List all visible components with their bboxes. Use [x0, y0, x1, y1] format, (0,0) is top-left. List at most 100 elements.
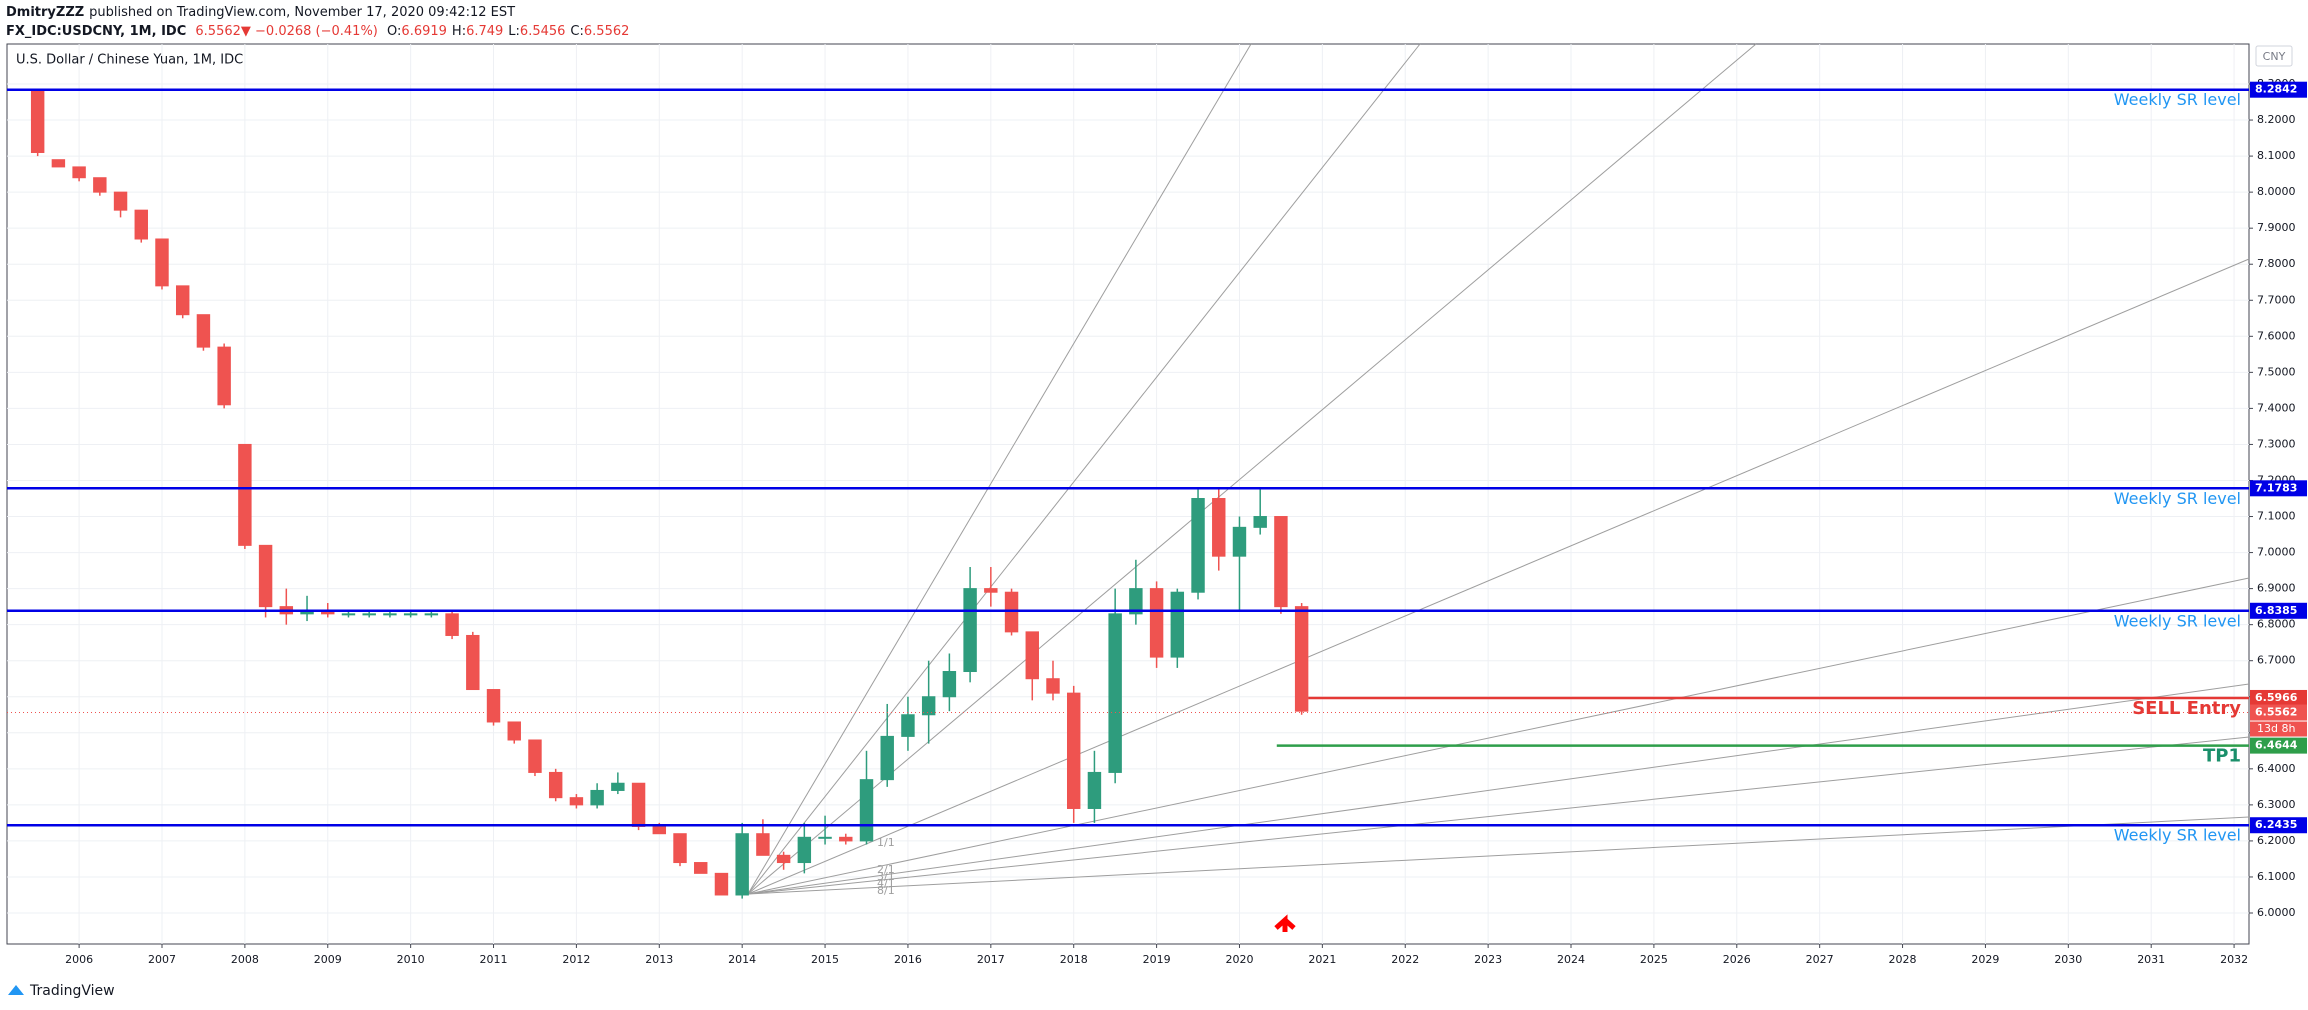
fan-label: 2/1	[877, 863, 895, 876]
brand: TradingView	[29, 983, 115, 999]
x-tick-label: 2009	[314, 953, 342, 966]
level-label: Weekly SR level	[2114, 826, 2241, 845]
publish-line: DmitryZZZ published on TradingView.com, N…	[6, 3, 629, 22]
x-tick-label: 2025	[1640, 953, 1668, 966]
x-tick-label: 2006	[65, 953, 93, 966]
candle-body	[839, 836, 853, 842]
grid	[7, 44, 2249, 944]
fan-label: 3/1	[877, 870, 895, 883]
candle-body	[590, 789, 604, 806]
candle-body	[818, 836, 832, 839]
candle-body	[1232, 526, 1247, 557]
candle-body	[362, 613, 376, 616]
fan-line	[747, 683, 2250, 895]
candle-body	[1025, 631, 1039, 680]
price-tag	[2250, 689, 2307, 706]
y-tick-label: 6.2000	[2257, 834, 2296, 847]
level-label: SELL Entry	[2132, 698, 2241, 719]
down-arrow: ▼	[240, 24, 251, 39]
level-label: TP1	[2203, 746, 2241, 767]
fan-line	[747, 258, 2250, 895]
price-tag-label: 7.1783	[2255, 481, 2297, 494]
candle-body	[714, 872, 729, 896]
candle-body	[258, 544, 273, 608]
candle-body	[1170, 591, 1185, 658]
y-tick-label: 8.2000	[2257, 113, 2296, 126]
y-tick-label: 6.8000	[2257, 618, 2296, 631]
ohlc-label: H:	[451, 24, 467, 39]
x-tick-label: 2032	[2220, 953, 2248, 966]
x-tick-label: 2027	[1806, 953, 1834, 966]
ohlc-value: 6.6919	[401, 24, 447, 39]
marks	[7, 88, 2249, 899]
candle-body	[1274, 516, 1288, 608]
y-tick-label: 6.9000	[2257, 582, 2296, 595]
y-tick-label: 7.4000	[2257, 401, 2296, 414]
x-tick-label: 2024	[1557, 953, 1585, 966]
ohlc-value: 6.749	[466, 24, 504, 39]
x-tick-label: 2029	[1971, 953, 1999, 966]
candle-body	[942, 671, 957, 698]
header: DmitryZZZ published on TradingView.com, N…	[6, 3, 629, 41]
y-tick-label: 7.7000	[2257, 293, 2296, 306]
candle-body	[113, 191, 128, 211]
fan-line	[747, 816, 2250, 895]
fan-label: 1/1	[877, 836, 895, 849]
candle-body	[756, 833, 770, 856]
candle-body	[694, 862, 708, 874]
price-tag-label: 8.2842	[2255, 83, 2297, 96]
x-tick-label: 2008	[231, 953, 259, 966]
plot-frame	[6, 43, 2250, 945]
candle-body	[673, 833, 687, 864]
candle-body	[528, 739, 542, 773]
y-tick-label: 7.0000	[2257, 546, 2296, 559]
candle-body	[424, 613, 439, 616]
y-tick-label: 7.8000	[2257, 257, 2296, 270]
candle-body	[548, 771, 563, 799]
x-tick-label: 2016	[894, 953, 922, 966]
level-label: Weekly SR level	[2114, 489, 2241, 508]
candle-body	[155, 238, 169, 287]
candle-body	[238, 443, 252, 546]
candle-body	[797, 836, 812, 864]
candle-body	[1066, 692, 1081, 809]
last-price-label: 6.5562	[2255, 706, 2297, 719]
x-tick-label: 2014	[728, 953, 756, 966]
price-tag-label: 6.4644	[2255, 739, 2298, 752]
x-tick-label: 2028	[1889, 953, 1917, 966]
gann-fan: 1/1 2/1 3/1 4/1 8/1	[747, 43, 2250, 897]
candle-body	[921, 696, 936, 716]
ohlc-label: L:	[508, 24, 520, 39]
candle-body	[859, 779, 874, 842]
candle-body	[1191, 498, 1205, 593]
x-tick-label: 2011	[480, 953, 508, 966]
y-tick-label: 7.1000	[2257, 510, 2296, 523]
fan-label: 8/1	[877, 884, 895, 897]
price-tag	[2250, 480, 2307, 497]
countdown-tag	[2250, 721, 2307, 737]
candle-body	[341, 613, 356, 616]
y-tick-label: 7.9000	[2257, 221, 2296, 234]
x-tick-label: 2026	[1723, 953, 1751, 966]
candle-body	[486, 689, 501, 723]
ohlc-label: C:	[570, 24, 584, 39]
candle-body	[611, 782, 625, 791]
price-tag	[2250, 81, 2307, 98]
x-tick-label: 2017	[977, 953, 1005, 966]
candle-body	[631, 782, 646, 827]
y-tick-label: 7.5000	[2257, 365, 2296, 378]
author: DmitryZZZ	[6, 5, 85, 20]
arrow-marker	[1274, 914, 1296, 932]
x-tick-label: 2013	[645, 953, 673, 966]
price-tag	[2250, 602, 2307, 619]
y-tick-label: 8.0000	[2257, 185, 2296, 198]
footer: TradingView	[8, 983, 115, 999]
change: −0.0268 (−0.41%)	[255, 24, 378, 39]
price-tag	[2250, 817, 2307, 834]
chart-title: U.S. Dollar / Chinese Yuan, 1M, IDC	[16, 53, 243, 68]
candle-body	[30, 90, 45, 153]
fan-line	[747, 736, 2250, 895]
candle-body	[1294, 606, 1309, 712]
currency-box	[2255, 45, 2293, 67]
